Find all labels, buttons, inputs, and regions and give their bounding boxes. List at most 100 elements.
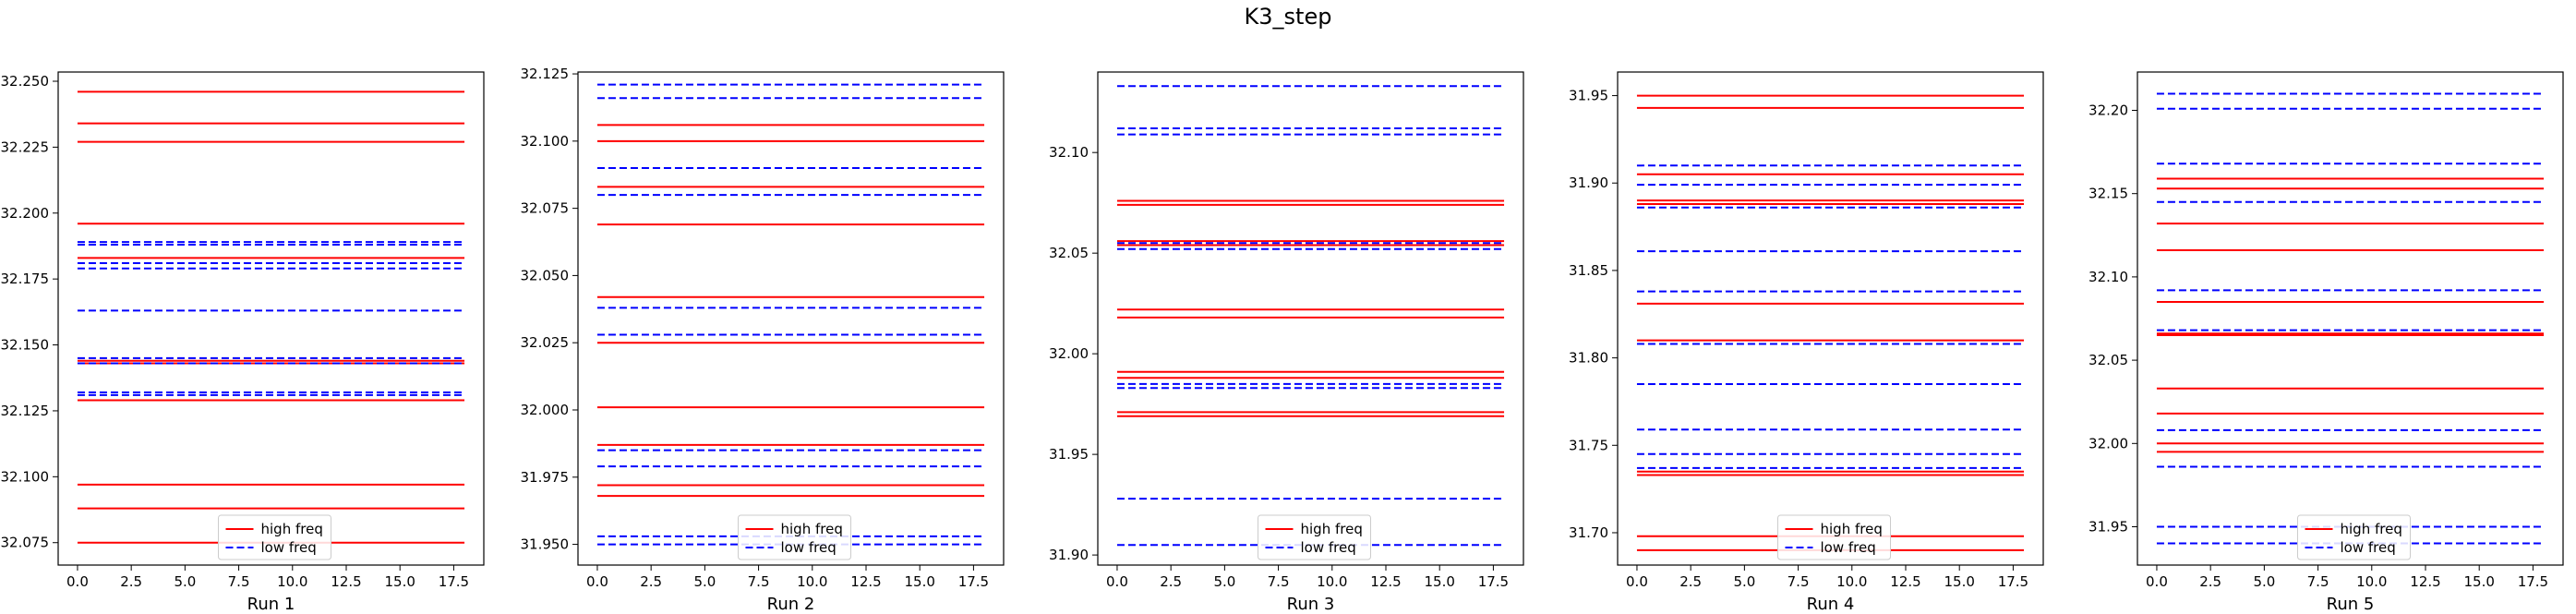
x-tick-label: 0.0 <box>66 573 89 590</box>
subplot-1: 32.075 32.100 32.125 32.150 32.175 32.200 32.2… <box>1 71 485 614</box>
y-tick-label: 32.10 <box>1049 144 1089 161</box>
y-tick-label: 31.950 <box>521 536 570 553</box>
legend: high freq low freq <box>738 514 851 560</box>
x-tick-label: 10.0 <box>1317 573 1347 590</box>
x-tick-label: 2.5 <box>1160 573 1182 590</box>
subplot-2: 31.950 31.975 32.000 32.025 32.050 32.075 32.1… <box>521 66 1005 614</box>
x-tick-label: 5.0 <box>2253 573 2275 590</box>
y-tick-label: 32.100 <box>1 468 50 485</box>
x-tick-label: 17.5 <box>1998 573 2028 590</box>
x-axis-label: Run 4 <box>1807 595 1855 614</box>
x-tick-label: 7.5 <box>1788 573 1810 590</box>
x-tick-label: 7.5 <box>1268 573 1290 590</box>
x-tick-label: 15.0 <box>904 573 934 590</box>
y-tick-label: 32.125 <box>521 66 570 82</box>
y-tick-label: 31.95 <box>2088 519 2128 536</box>
legend: high freq low freq <box>1258 514 1371 560</box>
x-tick-label: 12.5 <box>1370 573 1401 590</box>
x-tick-label: 12.5 <box>331 573 361 590</box>
legend-label: high freq <box>1821 521 1883 537</box>
x-tick-label: 12.5 <box>850 573 881 590</box>
y-tick-label: 31.85 <box>1569 262 1608 279</box>
x-tick-label: 17.5 <box>1478 573 1509 590</box>
y-tick-label: 32.225 <box>1 138 50 155</box>
y-tick-label: 32.075 <box>1 535 50 551</box>
axes-frame <box>577 71 1005 566</box>
x-tick-label: 0.0 <box>1106 573 1128 590</box>
panels: 32.075 32.100 32.125 32.150 32.175 32.200 32.2… <box>1 66 2564 614</box>
legend-label: high freq <box>261 521 323 537</box>
subplot-5: 31.95 32.00 32.05 32.10 32.15 32.20 0.0 2.5 5.0 7… <box>2088 71 2564 614</box>
x-tick-label: 17.5 <box>958 573 989 590</box>
y-tick-label: 31.90 <box>1569 175 1608 191</box>
x-tick-label: 12.5 <box>1890 573 1920 590</box>
x-axis-label: Run 2 <box>767 595 815 614</box>
legend: high freq low freq <box>2297 514 2411 560</box>
legend-box <box>1258 514 1371 560</box>
y-tick-label: 32.00 <box>2088 435 2128 451</box>
x-tick-label: 10.0 <box>2356 573 2387 590</box>
x-axis-label: Run 1 <box>247 595 295 614</box>
x-tick-label: 2.5 <box>120 573 142 590</box>
y-tick-label: 32.100 <box>521 133 570 150</box>
legend: high freq low freq <box>218 514 331 560</box>
x-tick-label: 12.5 <box>2410 573 2440 590</box>
y-tick-label: 32.125 <box>1 403 50 419</box>
y-tick-label: 32.10 <box>2088 269 2128 285</box>
y-tick-label: 32.200 <box>1 205 50 222</box>
y-tick-label: 32.05 <box>1049 245 1089 261</box>
x-tick-label: 5.0 <box>174 573 196 590</box>
x-tick-label: 15.0 <box>1944 573 1974 590</box>
x-tick-label: 15.0 <box>1424 573 1454 590</box>
y-tick-label: 32.050 <box>521 267 570 283</box>
legend-label: low freq <box>1821 539 1876 556</box>
x-tick-label: 0.0 <box>586 573 608 590</box>
y-tick-label: 32.175 <box>1 271 50 287</box>
x-tick-label: 5.0 <box>1733 573 1755 590</box>
x-tick-label: 0.0 <box>1626 573 1648 590</box>
legend-box <box>2297 514 2411 560</box>
y-tick-label: 31.95 <box>1569 88 1608 104</box>
x-tick-label: 5.0 <box>693 573 716 590</box>
legend-label: low freq <box>2341 539 2396 556</box>
legend-label: low freq <box>1301 539 1356 556</box>
x-tick-label: 17.5 <box>439 573 469 590</box>
x-tick-label: 2.5 <box>640 573 662 590</box>
x-tick-label: 10.0 <box>277 573 307 590</box>
x-tick-label: 10.0 <box>797 573 827 590</box>
figure-title: K3_step <box>1245 4 1332 30</box>
legend-label: high freq <box>1301 521 1363 537</box>
subplot-4: 31.70 31.75 31.80 31.85 31.90 31.95 0.0 2.5 5.0 7… <box>1569 71 2044 614</box>
axes-frame <box>1617 71 2044 566</box>
legend-box <box>738 514 851 560</box>
y-tick-label: 32.15 <box>2088 186 2128 202</box>
y-tick-label: 32.20 <box>2088 102 2128 118</box>
axes-frame <box>1097 71 1524 566</box>
legend-box <box>218 514 331 560</box>
x-axis-label: Run 3 <box>1287 595 1335 614</box>
x-tick-label: 15.0 <box>2463 573 2494 590</box>
x-tick-label: 2.5 <box>2199 573 2221 590</box>
x-tick-label: 0.0 <box>2146 573 2168 590</box>
legend: high freq low freq <box>1777 514 1891 560</box>
subplot-3: 31.90 31.95 32.00 32.05 32.10 0.0 2.5 5.0 7.5 10.… <box>1049 71 1524 614</box>
y-tick-label: 32.075 <box>521 200 570 217</box>
y-tick-label: 31.70 <box>1569 524 1608 541</box>
y-tick-label: 32.000 <box>521 402 570 418</box>
legend-box <box>1777 514 1891 560</box>
x-tick-label: 15.0 <box>384 573 415 590</box>
legend-label: high freq <box>781 521 843 537</box>
axes-frame <box>57 71 485 566</box>
y-tick-label: 31.90 <box>1049 547 1089 563</box>
y-tick-label: 31.75 <box>1569 437 1608 453</box>
legend-label: high freq <box>2341 521 2402 537</box>
y-tick-label: 32.250 <box>1 73 50 90</box>
x-tick-label: 17.5 <box>2518 573 2548 590</box>
x-axis-label: Run 5 <box>2327 595 2375 614</box>
y-tick-label: 31.80 <box>1569 350 1608 367</box>
y-tick-label: 32.00 <box>1049 345 1089 362</box>
y-tick-label: 31.975 <box>521 469 570 486</box>
y-tick-label: 32.025 <box>521 334 570 351</box>
